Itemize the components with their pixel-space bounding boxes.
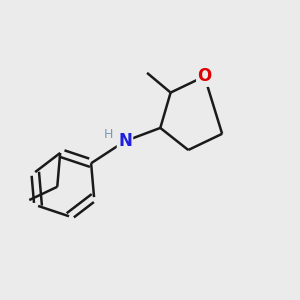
Text: O: O [197, 68, 212, 85]
Text: N: N [118, 132, 132, 150]
Text: H: H [103, 128, 113, 141]
